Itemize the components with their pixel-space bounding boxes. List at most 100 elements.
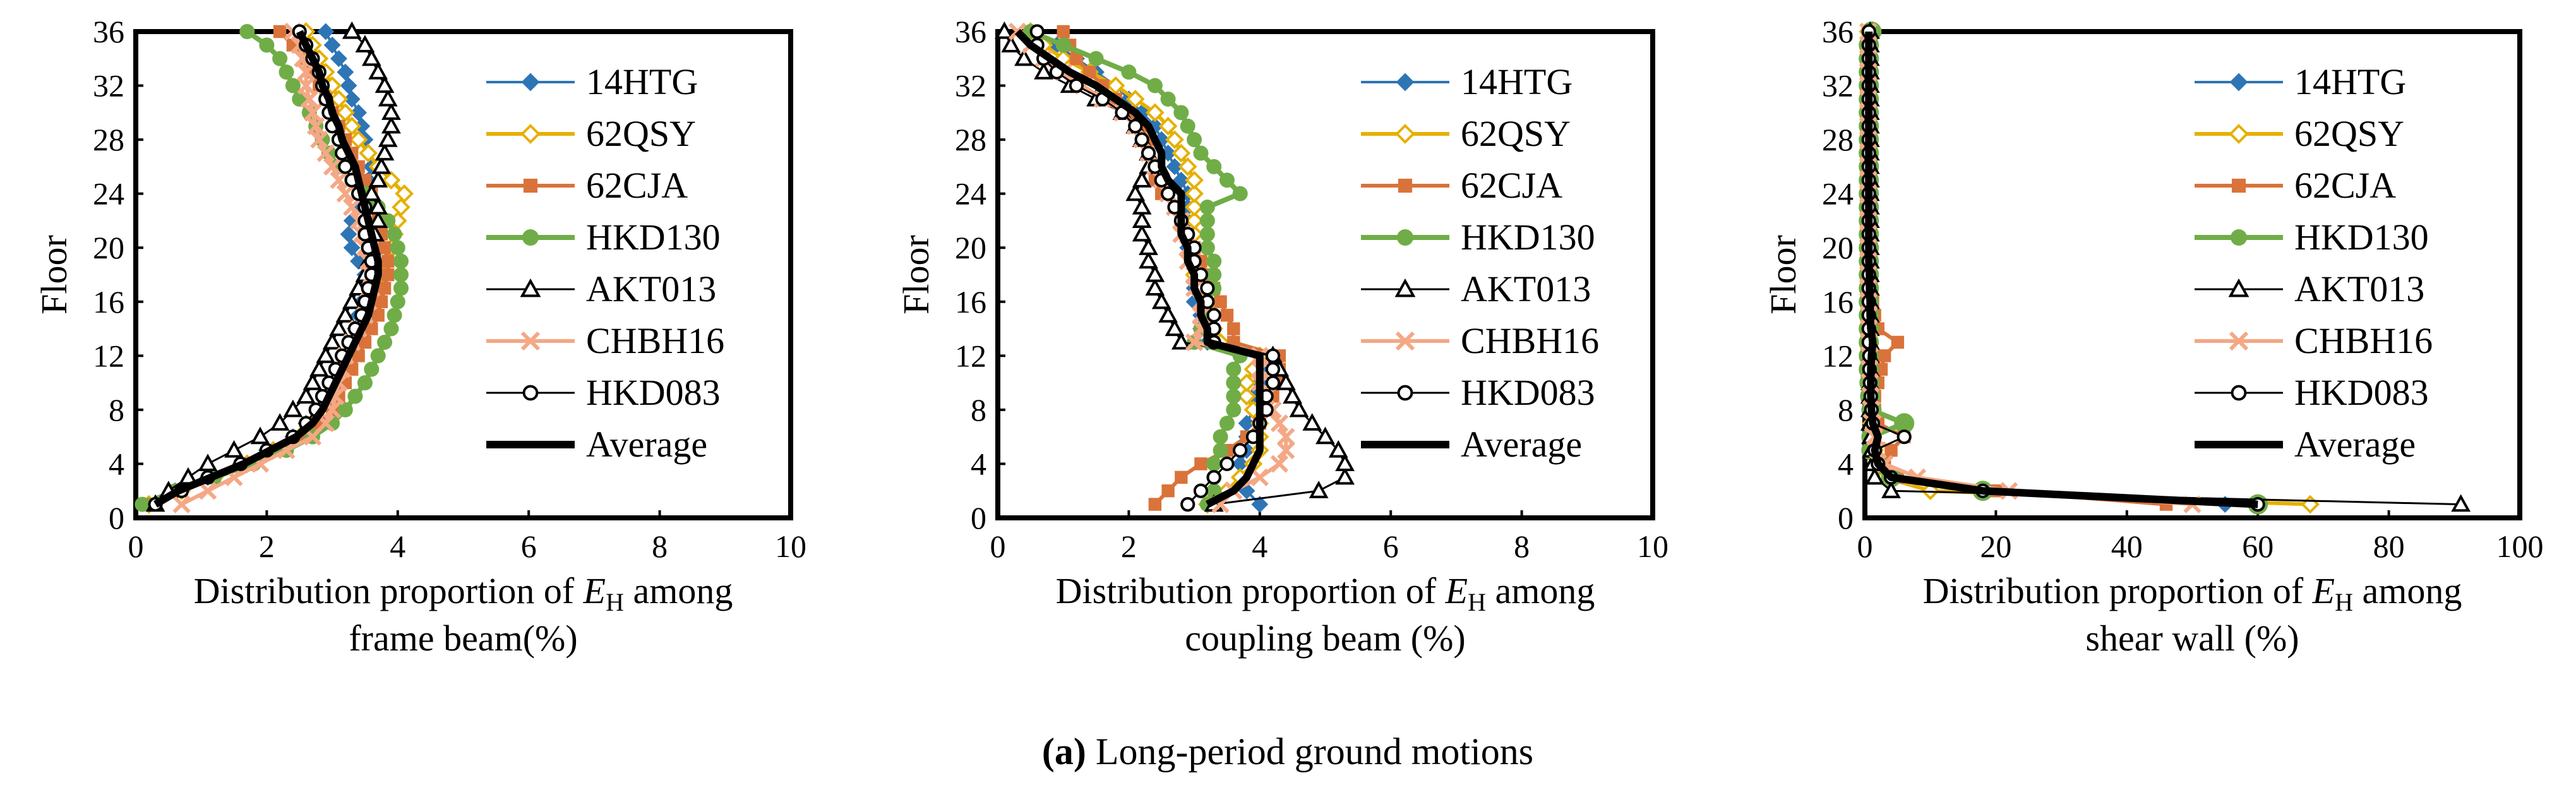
y-tick-label: 8: [1838, 392, 1854, 428]
legend-label: HKD130: [2294, 217, 2429, 258]
data-point: [374, 295, 388, 308]
data-point: [1335, 467, 1355, 485]
data-point: [1146, 103, 1165, 123]
data-point: [1199, 240, 1215, 256]
data-point: [386, 226, 402, 242]
legend-item: CHBH16: [486, 320, 724, 361]
data-point: [358, 335, 372, 349]
legend: 14HTG 62QSY 62CJA HKD130 AKT013 CHBH16 HKD083 A…: [2195, 61, 2433, 465]
series-62qsy: [1859, 22, 2320, 514]
data-point: [1193, 483, 1209, 498]
data-point: [359, 143, 378, 163]
legend-label: CHBH16: [2294, 320, 2433, 361]
legend-swatch-marker: [2229, 73, 2248, 92]
data-point: [1896, 429, 1912, 445]
legend-swatch-marker: [520, 278, 541, 297]
data-point: [135, 496, 150, 512]
x-tick-label: 4: [390, 529, 405, 564]
legend-item: Average: [486, 424, 707, 465]
y-tick-label: 20: [93, 230, 124, 265]
y-tick-label: 12: [1822, 338, 1854, 373]
data-point: [343, 239, 361, 256]
data-point: [343, 90, 361, 108]
data-point: [1172, 171, 1190, 189]
data-point: [381, 255, 395, 268]
x-axis-label-line2: coupling beam (%): [1185, 618, 1466, 659]
data-point: [1219, 456, 1235, 472]
data-point: [381, 102, 401, 120]
data-point: [1265, 362, 1281, 377]
data-point: [1206, 308, 1221, 323]
y-axis-label: Floor: [33, 235, 75, 315]
data-point: [1250, 468, 1269, 486]
y-tick-label: 24: [93, 176, 124, 212]
legend-item: 62CJA: [1361, 165, 1562, 206]
legend-item: 62CJA: [486, 165, 688, 206]
data-point: [342, 116, 362, 136]
legend-item: HKD130: [486, 217, 721, 258]
data-point: [365, 322, 378, 335]
data-point: [1180, 118, 1195, 134]
y-tick-label: 16: [955, 284, 986, 320]
data-point: [355, 35, 375, 52]
data-point: [1158, 305, 1178, 323]
data-point: [378, 88, 398, 107]
data-point: [297, 63, 315, 81]
x-axis-label-subscript: H: [1468, 588, 1486, 616]
x-axis-label-suffix: among: [2353, 570, 2462, 611]
data-point: [285, 78, 301, 93]
y-tick-label: 24: [1822, 176, 1854, 212]
data-point: [309, 359, 329, 377]
legend-item: Average: [2195, 424, 2416, 465]
series-line: [1866, 32, 2167, 506]
data-point: [357, 375, 373, 391]
legend-item: HKD130: [1361, 217, 1595, 258]
x-axis-label-variable: E: [583, 570, 606, 611]
y-tick-label: 0: [109, 500, 124, 536]
data-point: [1134, 132, 1149, 147]
data-point: [1315, 426, 1335, 445]
series-chbh16: [1859, 22, 2202, 513]
data-point: [1213, 429, 1228, 445]
series-line: [153, 30, 382, 508]
data-point: [350, 104, 367, 121]
data-point: [1865, 467, 1884, 485]
data-point: [1187, 132, 1202, 148]
legend-label: Average: [2294, 424, 2416, 465]
y-tick-label: 0: [971, 500, 986, 536]
data-point: [1199, 200, 1215, 215]
data-point: [316, 345, 336, 363]
data-point: [323, 36, 341, 54]
x-tick-label: 60: [2242, 529, 2273, 564]
data-point: [335, 305, 356, 323]
x-tick-label: 2: [259, 529, 275, 564]
data-point: [1276, 372, 1296, 390]
data-point: [1171, 332, 1191, 350]
data-point: [1277, 428, 1295, 446]
legend-swatch-marker: [1395, 331, 1415, 351]
data-point: [1029, 24, 1045, 39]
data-point: [1335, 453, 1355, 472]
data-point: [1265, 348, 1281, 363]
x-axis-label: Distribution proportion of EH among: [1056, 570, 1595, 616]
data-point: [374, 143, 395, 161]
x-tick-label: 0: [1857, 529, 1873, 564]
legend-item: 14HTG: [1361, 61, 1573, 102]
data-point: [1194, 457, 1207, 470]
data-point: [1881, 481, 1901, 498]
data-point: [1132, 196, 1152, 215]
data-point: [1878, 349, 1891, 363]
x-tick-label: 6: [1383, 529, 1399, 564]
legend-label: 62QSY: [1461, 113, 1571, 154]
data-point: [390, 294, 405, 309]
x-tick-label: 80: [2373, 529, 2405, 564]
legend-item: AKT013: [486, 268, 716, 309]
data-point: [1213, 443, 1228, 458]
data-point: [1145, 278, 1165, 296]
x-tick-label: 8: [1514, 529, 1530, 564]
y-tick-label: 28: [955, 122, 986, 157]
data-point: [1057, 25, 1070, 39]
data-point: [1237, 373, 1256, 392]
legend-swatch-marker: [2229, 331, 2249, 351]
series-average: [153, 30, 382, 508]
